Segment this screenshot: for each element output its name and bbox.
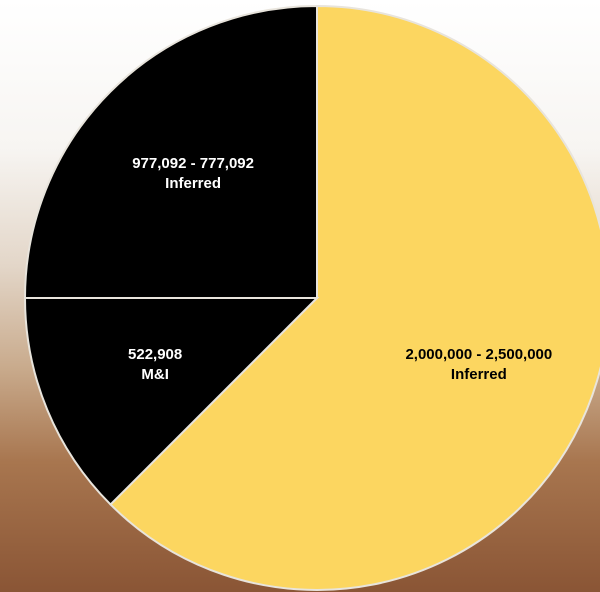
- slice-label: 2,000,000 - 2,500,000: [405, 346, 552, 363]
- pie-slice: [23, 297, 320, 506]
- pie-slice: [109, 4, 600, 591]
- slice-class: M&I: [141, 366, 169, 383]
- slice-class: Inferred: [165, 175, 221, 192]
- pie-slice: [23, 4, 318, 299]
- slice-label: 522,908: [128, 346, 182, 363]
- slice-label: 977,092 - 777,092: [132, 155, 254, 172]
- slice-class: Inferred: [451, 366, 507, 383]
